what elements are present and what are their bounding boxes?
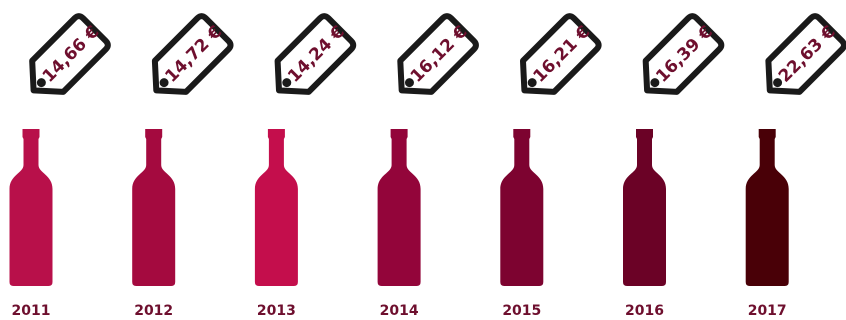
bottle-2016	[623, 129, 666, 286]
price-tag-hole-2017	[773, 78, 783, 88]
price-tag-2017	[765, 13, 846, 95]
bottle-2015	[500, 129, 544, 286]
price-tag-2016	[642, 13, 725, 95]
price-tag-hole-2012	[159, 78, 169, 88]
year-label-2015: 2015	[502, 303, 541, 319]
year-label-2017: 2017	[748, 303, 787, 319]
price-tag-2013	[274, 13, 357, 95]
year-label-2013: 2013	[257, 303, 296, 319]
bottle-2014	[377, 129, 421, 286]
price-tag-2014	[397, 13, 479, 95]
year-label-2014: 2014	[380, 303, 419, 319]
bottle-2011	[9, 129, 53, 286]
price-tag-hole-2011	[36, 78, 46, 88]
year-label-2011: 2011	[12, 303, 51, 319]
price-tag-2015	[519, 13, 602, 95]
price-tag-2012	[151, 13, 234, 95]
bottle-2017	[745, 129, 789, 286]
price-tag-hole-2013	[282, 78, 292, 88]
bottle-2013	[254, 129, 298, 286]
price-tag-hole-2016	[650, 78, 660, 88]
year-label-2016: 2016	[625, 303, 664, 319]
year-label-2012: 2012	[134, 303, 173, 319]
price-tag-hole-2015	[527, 78, 537, 88]
bottle-2012	[132, 129, 176, 286]
price-tag-hole-2014	[404, 78, 414, 88]
price-tag-2011	[29, 13, 111, 95]
